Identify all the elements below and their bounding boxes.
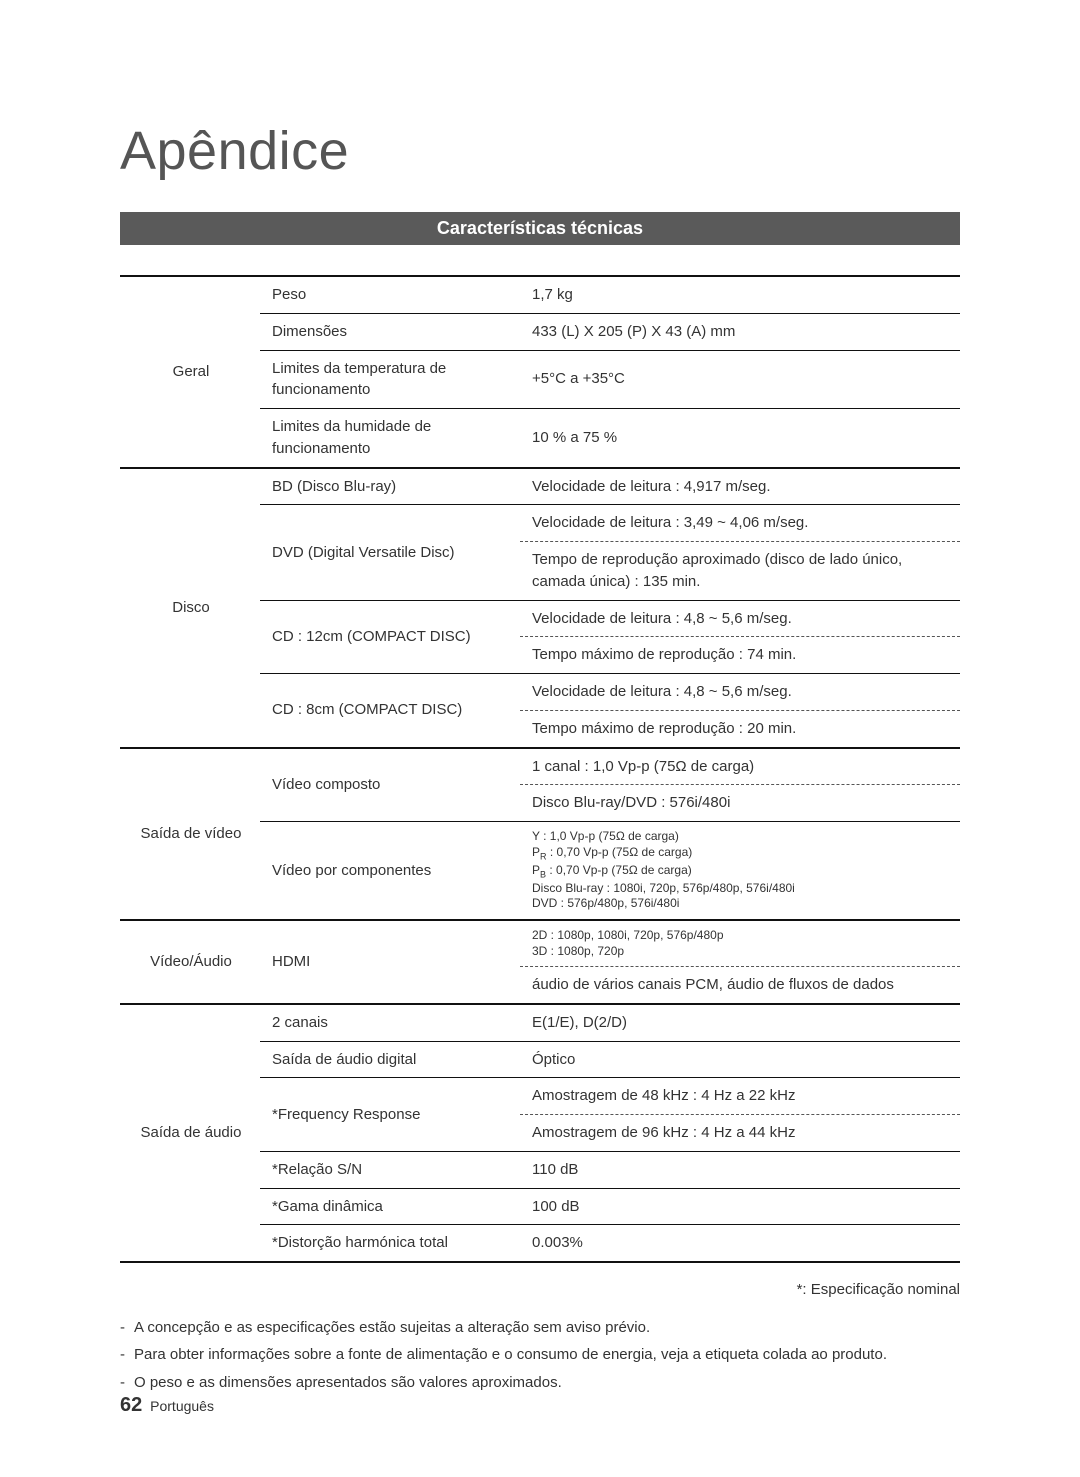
row-label: DVD (Digital Versatile Disc) <box>260 505 520 600</box>
row-value: Tempo máximo de reprodução : 20 min. <box>520 710 960 747</box>
group-audio-out: Saída de áudio <box>120 1004 260 1262</box>
row-value: 433 (L) X 205 (P) X 43 (A) mm <box>520 313 960 350</box>
row-value: 100 dB <box>520 1188 960 1225</box>
nominal-note: *: Especificação nominal <box>120 1281 960 1298</box>
row-value: Y : 1,0 Vp-p (75Ω de carga) PR : 0,70 Vp… <box>520 822 960 920</box>
row-label: Dimensões <box>260 313 520 350</box>
row-value: Amostragem de 48 kHz : 4 Hz a 22 kHz <box>520 1078 960 1115</box>
group-video-out: Saída de vídeo <box>120 748 260 920</box>
row-label: Limites da temperatura de funcionamento <box>260 350 520 409</box>
row-value: E(1/E), D(2/D) <box>520 1004 960 1041</box>
row-value: 0.003% <box>520 1225 960 1262</box>
row-label: CD : 12cm (COMPACT DISC) <box>260 600 520 674</box>
row-label: *Relação S/N <box>260 1151 520 1188</box>
row-value: Velocidade de leitura : 4,8 ~ 5,6 m/seg. <box>520 600 960 637</box>
list-item: -A concepção e as especificações estão s… <box>120 1316 960 1339</box>
row-value: 1,7 kg <box>520 276 960 313</box>
row-value: 110 dB <box>520 1151 960 1188</box>
row-label: *Gama dinâmica <box>260 1188 520 1225</box>
row-value: Óptico <box>520 1041 960 1078</box>
row-value: +5°C a +35°C <box>520 350 960 409</box>
list-item: -Para obter informações sobre a fonte de… <box>120 1343 960 1366</box>
list-item: -O peso e as dimensões apresentados são … <box>120 1371 960 1394</box>
row-value: 1 canal : 1,0 Vp-p (75Ω de carga) <box>520 748 960 785</box>
row-value: Tempo de reprodução aproximado (disco de… <box>520 542 960 601</box>
row-label: Saída de áudio digital <box>260 1041 520 1078</box>
group-disco: Disco <box>120 468 260 748</box>
row-label: Vídeo composto <box>260 748 520 822</box>
section-heading: Características técnicas <box>120 212 960 245</box>
row-value: Velocidade de leitura : 4,917 m/seg. <box>520 468 960 505</box>
row-label: HDMI <box>260 920 520 1004</box>
row-label: BD (Disco Blu-ray) <box>260 468 520 505</box>
page-number: 62 <box>120 1394 142 1416</box>
row-value: 2D : 1080p, 1080i, 720p, 576p/480p 3D : … <box>520 920 960 967</box>
spec-table: Geral Peso 1,7 kg Dimensões 433 (L) X 20… <box>120 275 960 1263</box>
row-label: Limites da humidade de funcionamento <box>260 409 520 468</box>
row-value: Velocidade de leitura : 3,49 ~ 4,06 m/se… <box>520 505 960 542</box>
row-value: Amostragem de 96 kHz : 4 Hz a 44 kHz <box>520 1115 960 1152</box>
row-label: Peso <box>260 276 520 313</box>
row-value: Disco Blu-ray/DVD : 576i/480i <box>520 785 960 822</box>
group-video-audio: Vídeo/Áudio <box>120 920 260 1004</box>
row-value: áudio de vários canais PCM, áudio de flu… <box>520 967 960 1004</box>
row-label: 2 canais <box>260 1004 520 1041</box>
row-value: Velocidade de leitura : 4,8 ~ 5,6 m/seg. <box>520 674 960 711</box>
footer-language: Português <box>150 1398 214 1414</box>
row-label: *Distorção harmónica total <box>260 1225 520 1262</box>
row-label: *Frequency Response <box>260 1078 520 1152</box>
notes-list: -A concepção e as especificações estão s… <box>120 1316 960 1394</box>
group-geral: Geral <box>120 276 260 468</box>
page-title: Apêndice <box>120 120 960 182</box>
row-value: 10 % a 75 % <box>520 409 960 468</box>
row-label: CD : 8cm (COMPACT DISC) <box>260 674 520 748</box>
page-footer: 62 Português <box>120 1394 214 1417</box>
row-label: Vídeo por componentes <box>260 822 520 920</box>
row-value: Tempo máximo de reprodução : 74 min. <box>520 637 960 674</box>
